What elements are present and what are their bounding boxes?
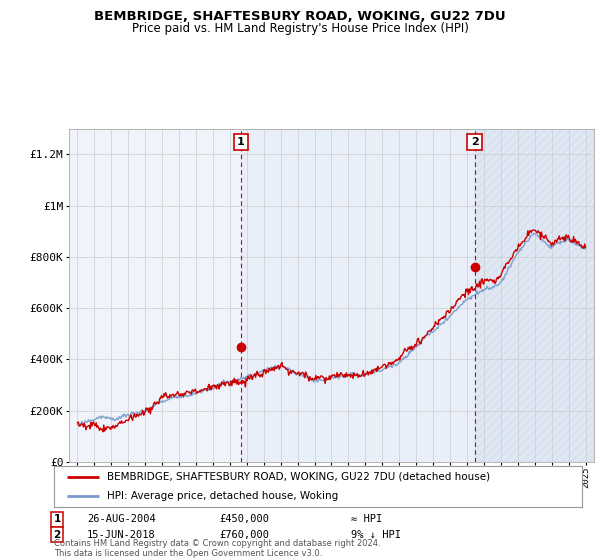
Text: 1: 1 — [53, 514, 61, 524]
Text: 1: 1 — [237, 137, 245, 147]
Text: BEMBRIDGE, SHAFTESBURY ROAD, WOKING, GU22 7DU: BEMBRIDGE, SHAFTESBURY ROAD, WOKING, GU2… — [94, 10, 506, 23]
Text: 2: 2 — [471, 137, 478, 147]
Text: HPI: Average price, detached house, Woking: HPI: Average price, detached house, Woki… — [107, 491, 338, 501]
Text: 9% ↓ HPI: 9% ↓ HPI — [351, 530, 401, 540]
Text: £450,000: £450,000 — [219, 514, 269, 524]
Text: 26-AUG-2004: 26-AUG-2004 — [87, 514, 156, 524]
Text: Contains HM Land Registry data © Crown copyright and database right 2024.
This d: Contains HM Land Registry data © Crown c… — [54, 539, 380, 558]
Bar — [475, 129, 594, 462]
Text: 15-JUN-2018: 15-JUN-2018 — [87, 530, 156, 540]
Text: BEMBRIDGE, SHAFTESBURY ROAD, WOKING, GU22 7DU (detached house): BEMBRIDGE, SHAFTESBURY ROAD, WOKING, GU2… — [107, 472, 490, 482]
Text: ≈ HPI: ≈ HPI — [351, 514, 382, 524]
Text: Price paid vs. HM Land Registry's House Price Index (HPI): Price paid vs. HM Land Registry's House … — [131, 22, 469, 35]
Bar — [241, 129, 594, 462]
Text: £760,000: £760,000 — [219, 530, 269, 540]
Text: 2: 2 — [53, 530, 61, 540]
